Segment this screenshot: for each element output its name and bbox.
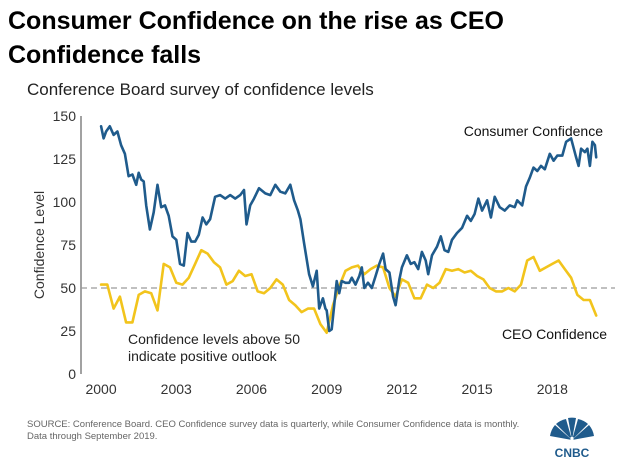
- y-tick-label: 100: [53, 194, 77, 210]
- y-tick-label: 125: [53, 151, 77, 167]
- y-tick-label: 50: [60, 280, 76, 296]
- series-ceo-confidence-line: [99, 248, 598, 334]
- x-axis: 2000 2003 2006 2009 2012 2015 2018: [85, 381, 568, 397]
- series-label-ceo-confidence: CEO Confidence: [502, 326, 607, 342]
- x-tick-label: 2015: [462, 381, 493, 397]
- y-tick-label: 25: [60, 323, 76, 339]
- y-axis-label: Confidence Level: [31, 191, 47, 299]
- chart-subtitle: Conference Board survey of confidence le…: [27, 80, 374, 99]
- y-tick-label: 75: [60, 237, 76, 253]
- x-tick-label: 2006: [236, 381, 267, 397]
- line-chart: 0 25 50 75 100 125 150 2000 2003 2006 2009 2012 201…: [31, 108, 615, 397]
- x-tick-label: 2000: [85, 381, 116, 397]
- y-tick-label: 150: [53, 108, 77, 124]
- x-tick-label: 2018: [537, 381, 568, 397]
- series-label-consumer-confidence: Consumer Confidence: [464, 123, 604, 139]
- cnbc-peacock-logo: CNBC: [550, 417, 594, 460]
- annotation-line-2: indicate positive outlook: [128, 348, 278, 364]
- series-consumer-confidence-line: [99, 125, 598, 333]
- x-tick-label: 2012: [386, 381, 417, 397]
- source-note: SOURCE: Conference Board. CEO Confidence…: [27, 419, 520, 442]
- y-axis: 0 25 50 75 100 125 150: [53, 108, 82, 382]
- chart-title: Consumer Confidence on the rise as CEO C…: [8, 7, 504, 69]
- x-tick-label: 2009: [311, 381, 342, 397]
- series-layer: [99, 125, 598, 334]
- x-tick-label: 2003: [161, 381, 192, 397]
- annotation-line-1: Confidence levels above 50: [128, 331, 300, 347]
- cnbc-wordmark: CNBC: [555, 446, 590, 460]
- y-tick-label: 0: [68, 366, 76, 382]
